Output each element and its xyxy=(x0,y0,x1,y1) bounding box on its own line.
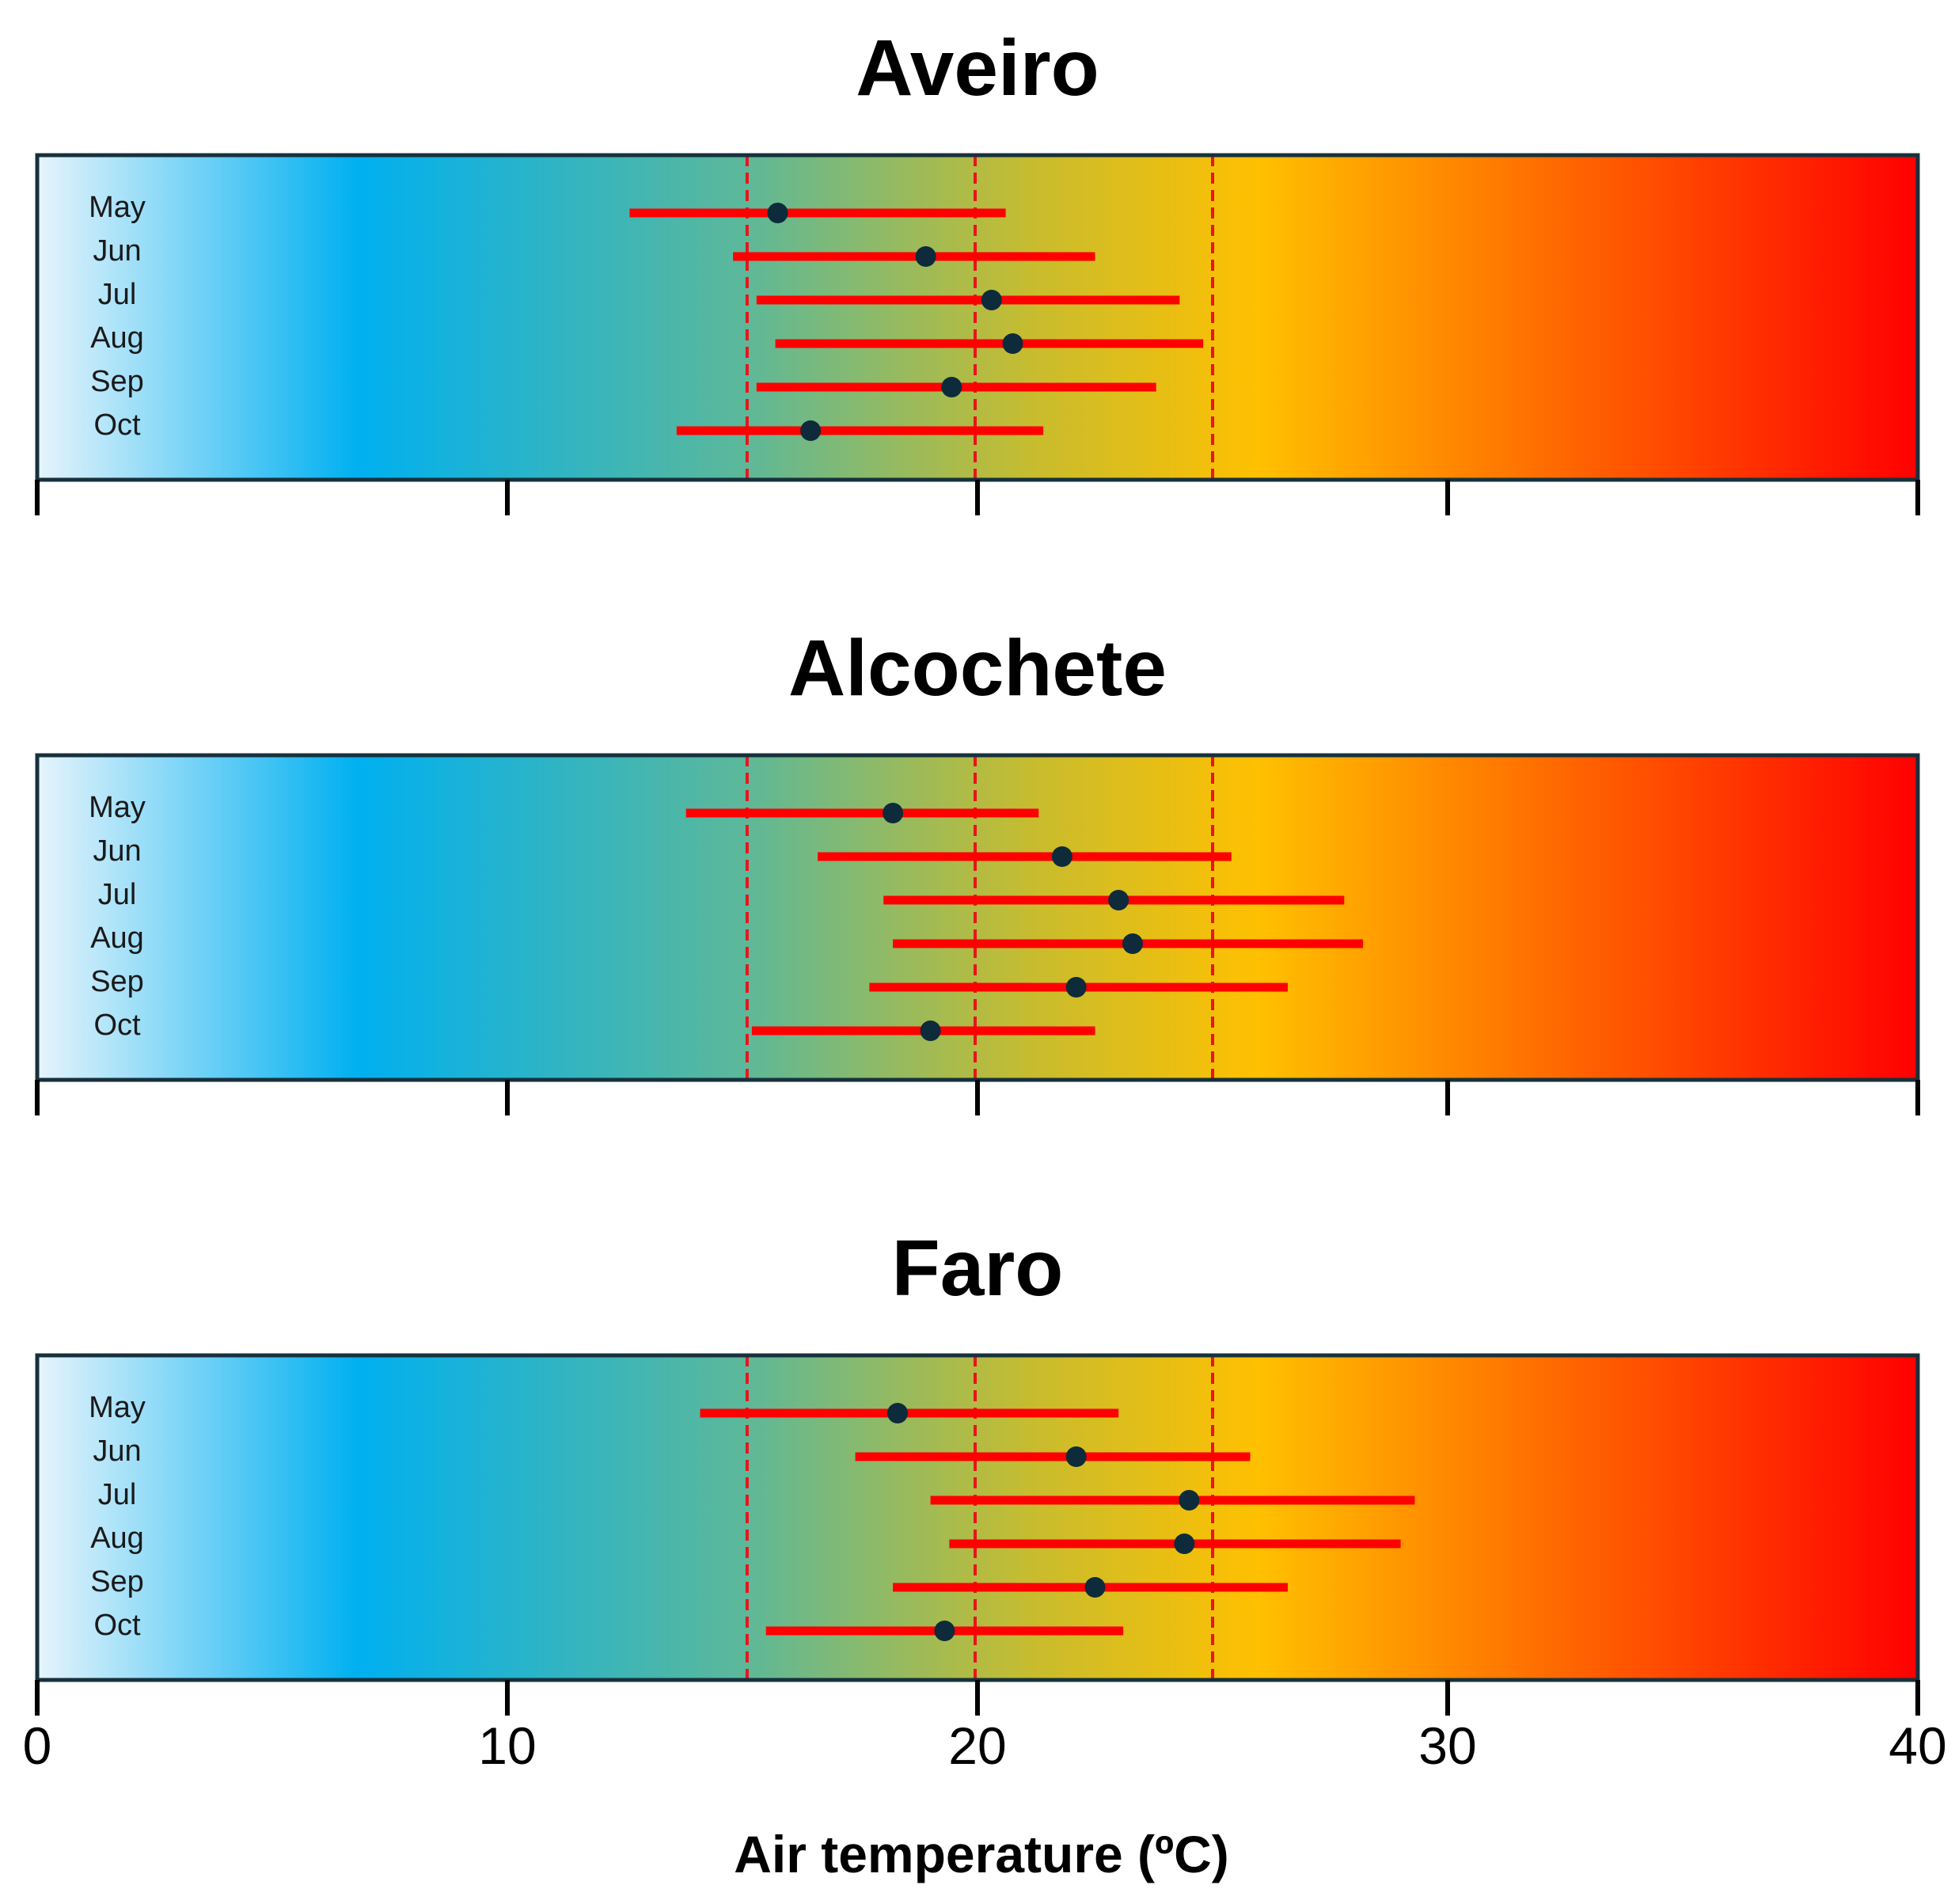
month-label: Oct xyxy=(93,1009,141,1042)
mean-point xyxy=(883,803,904,823)
month-label: May xyxy=(89,191,146,224)
month-label: Jul xyxy=(98,878,137,911)
month-label: Sep xyxy=(90,1565,144,1598)
mean-point xyxy=(915,246,936,267)
month-label: Oct xyxy=(93,409,141,442)
month-label: May xyxy=(89,791,146,824)
month-label: Sep xyxy=(90,365,144,398)
panels-layer: Aveiro May Jun Jul Aug Sep Oct Alcochete May Jun J… xyxy=(35,24,1920,1716)
month-label: Sep xyxy=(90,965,144,998)
mean-point xyxy=(1174,1533,1195,1554)
mean-point xyxy=(920,1020,941,1041)
panel-faro: Faro May Jun Jul Aug Sep Oct xyxy=(35,1224,1920,1716)
mean-point xyxy=(1122,933,1144,954)
x-tick-label: 30 xyxy=(1418,1716,1476,1775)
panel-aveiro: Aveiro May Jun Jul Aug Sep Oct xyxy=(35,24,1920,515)
mean-point xyxy=(941,377,962,397)
mean-point xyxy=(887,1403,909,1423)
x-tick-label: 10 xyxy=(478,1716,536,1775)
month-label: Aug xyxy=(90,321,144,355)
month-label: Aug xyxy=(90,1522,144,1555)
panel-title: Alcochete xyxy=(788,624,1167,713)
month-label: Aug xyxy=(90,922,144,955)
mean-point xyxy=(1065,977,1087,998)
mean-point xyxy=(800,420,822,441)
x-tick-label: 20 xyxy=(948,1716,1006,1775)
panel-alcochete: Alcochete May Jun Jul Aug Sep Oct xyxy=(35,624,1920,1115)
mean-point xyxy=(1065,1446,1087,1467)
mean-point xyxy=(1084,1577,1106,1598)
x-tick-label: 40 xyxy=(1889,1716,1946,1775)
month-label: Jun xyxy=(93,1435,141,1468)
month-label: Jul xyxy=(98,278,137,311)
mean-point xyxy=(934,1621,955,1641)
x-axis: 0 10 20 30 40 xyxy=(23,1716,1947,1775)
panel-title: Faro xyxy=(892,1224,1064,1313)
x-tick-label: 0 xyxy=(23,1716,52,1775)
month-label: Jun xyxy=(93,834,141,868)
x-axis-label: Air temperature (ºC) xyxy=(734,1825,1229,1883)
mean-point xyxy=(1002,333,1023,354)
panel-title: Aveiro xyxy=(856,24,1099,112)
mean-point xyxy=(767,203,788,223)
mean-point xyxy=(1108,890,1129,910)
mean-point xyxy=(1051,846,1072,867)
month-label: Oct xyxy=(93,1609,141,1642)
month-label: Jun xyxy=(93,234,141,268)
mean-point xyxy=(981,290,1002,310)
month-label: May xyxy=(89,1391,146,1424)
mean-point xyxy=(1179,1490,1200,1511)
month-label: Jul xyxy=(98,1478,137,1511)
